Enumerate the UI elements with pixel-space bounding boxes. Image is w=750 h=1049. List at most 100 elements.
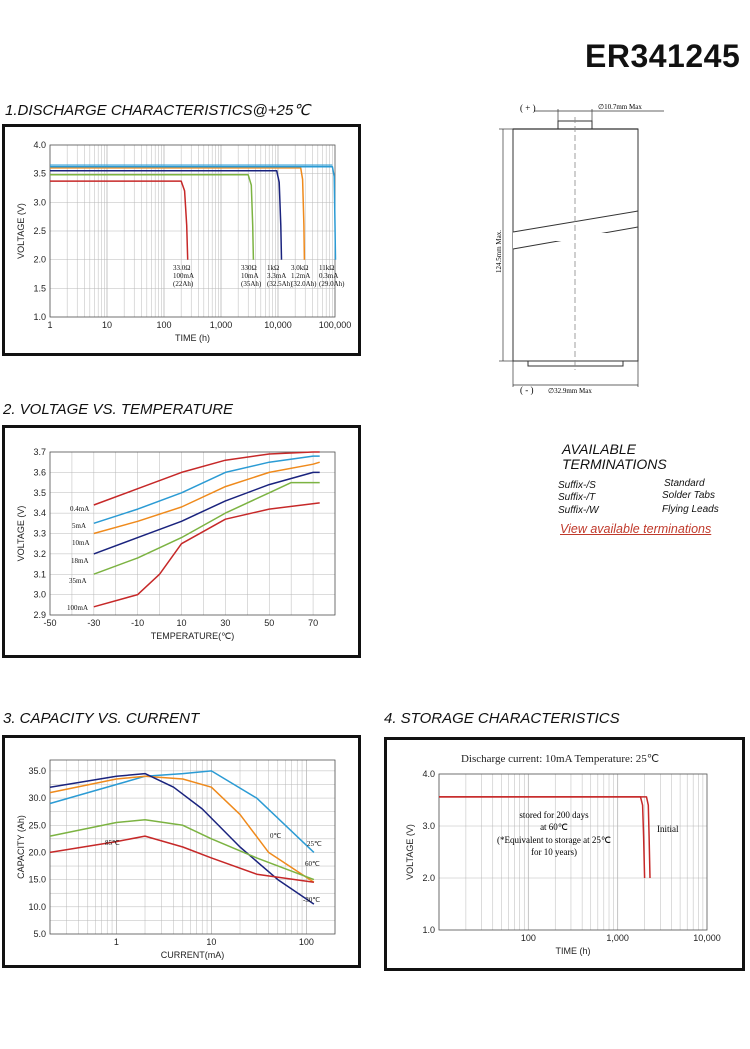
x-tick-label: 1 <box>47 320 52 330</box>
annotation: (*Equivalent to storage at 25℃ <box>497 835 611 845</box>
y-tick-label: 3.0 <box>422 821 435 831</box>
series-line-4 <box>93 481 320 575</box>
y-tick-label: 4.0 <box>33 140 46 150</box>
y-tick-label: 3.1 <box>33 569 46 579</box>
discharge-chart: 1.0 1.5 2.0 2.5 3.0 3.5 4.0 1 10 100 1,000 10,000 10… <box>16 140 352 343</box>
top-diameter-label: ∅10.7mm Max <box>598 103 642 111</box>
x-tick-label: -30 <box>87 618 100 628</box>
series-line-4 <box>50 166 337 260</box>
y-tick-label: 3.4 <box>33 508 46 518</box>
series-label: 25℃ <box>307 840 322 848</box>
x-tick-label: -50 <box>43 618 56 628</box>
series-annotation: 1.2mA <box>291 272 310 280</box>
series-label: 100mA <box>67 604 88 612</box>
battery-dimension-drawing: ( + ) ∅10.7mm Max ( - ) ∅32.9mm Max 124.… <box>495 103 664 395</box>
storage-chart: Discharge current: 10mA Temperature: 25℃… <box>405 753 721 956</box>
bottom-diameter-label: ∅32.9mm Max <box>548 387 592 395</box>
x-tick-label: 100,000 <box>319 320 352 330</box>
section-title-capacity-current: 3. CAPACITY VS. CURRENT <box>3 710 200 727</box>
y-axis-label: CAPACITY (Ah) <box>16 815 26 879</box>
series-line-3 <box>49 819 315 881</box>
series-line-0 <box>49 770 315 853</box>
x-tick-label: 70 <box>308 618 318 628</box>
series-line-3 <box>50 167 306 260</box>
y-tick-label: 25.0 <box>28 820 46 830</box>
series-annotation: 100mA <box>173 272 194 280</box>
x-tick-label: 10 <box>206 937 216 947</box>
y-axis-label: VOLTAGE (V) <box>16 506 26 562</box>
series-label: 0℃ <box>270 832 282 840</box>
y-tick-label: 5.0 <box>33 929 46 939</box>
y-tick-label: 2.0 <box>422 873 435 883</box>
plot-area <box>49 759 336 935</box>
view-terminations-link[interactable]: View available terminations <box>560 522 712 536</box>
discharge-chart-frame: 1.0 1.5 2.0 2.5 3.0 3.5 4.0 1 10 100 1,000 10,000 10… <box>2 124 361 356</box>
y-tick-label: 3.5 <box>33 169 46 179</box>
terminations-title-line1: AVAILABLE <box>562 441 636 457</box>
height-label: 124.5mm Max. <box>495 230 503 273</box>
y-axis-label: VOLTAGE (V) <box>16 203 26 259</box>
series-line-1 <box>49 775 315 883</box>
y-tick-label: 2.0 <box>33 255 46 265</box>
series-annotation: (32.5Ah) <box>267 280 293 288</box>
y-tick-label: 3.3 <box>33 529 46 539</box>
termination-suffix-w: Suffix-/W <box>558 505 599 516</box>
plot-area <box>438 773 708 931</box>
series-annotation: 3.0kΩ <box>291 264 308 272</box>
series-line-1 <box>93 455 320 525</box>
series-line-0 <box>50 180 189 260</box>
x-tick-label: 10 <box>102 320 112 330</box>
x-tick-label: 1 <box>114 937 119 947</box>
plot-area <box>49 451 336 616</box>
series-annotation: 3.3mA <box>267 272 286 280</box>
y-tick-label: 1.5 <box>33 283 46 293</box>
x-tick-label: 1,000 <box>210 320 233 330</box>
x-axis-label: CURRENT(mA) <box>161 950 225 960</box>
series-line-2 <box>50 170 283 260</box>
x-tick-label: 10,000 <box>693 933 721 943</box>
annotation: for 10 years) <box>531 847 577 857</box>
terminations-title-line2: TERMINATIONS <box>562 456 667 472</box>
y-tick-label: 4.0 <box>422 769 435 779</box>
series-line-4 <box>49 835 315 884</box>
plus-terminal-label: ( + ) <box>520 103 536 113</box>
series-label: 5mA <box>72 522 86 530</box>
termination-suffix-t: Suffix-/T <box>558 492 596 503</box>
series-annotation: (32.0Ah) <box>291 280 317 288</box>
series-label: 0.4mA <box>70 505 89 513</box>
series-annotation: (29.0Ah) <box>319 280 345 288</box>
y-tick-label: 3.0 <box>33 197 46 207</box>
x-tick-label: 50 <box>264 618 274 628</box>
y-tick-label: 15.0 <box>28 875 46 885</box>
y-tick-label: 2.5 <box>33 226 46 236</box>
x-tick-label: 100 <box>156 320 171 330</box>
section-title-storage: 4. STORAGE CHARACTERISTICS <box>384 710 620 727</box>
series-line-1 <box>439 796 651 879</box>
series-line-5 <box>93 502 320 608</box>
y-tick-label: 3.0 <box>33 590 46 600</box>
series-annotation: (35Ah) <box>241 280 262 288</box>
series-annotation: 11kΩ <box>319 264 334 272</box>
x-tick-label: 30 <box>220 618 230 628</box>
x-axis-label: TIME (h) <box>175 333 210 343</box>
x-tick-label: 10 <box>177 618 187 628</box>
series-line-2 <box>93 461 320 535</box>
series-line-0 <box>93 451 320 506</box>
x-tick-label: 100 <box>299 937 314 947</box>
termination-type-leads: Flying Leads <box>662 504 719 515</box>
termination-suffix-s: Suffix-/S <box>558 480 596 491</box>
y-tick-label: 30.0 <box>28 793 46 803</box>
series-label: 35mA <box>69 577 87 585</box>
annotation: at 60℃ <box>540 822 568 832</box>
terminations-title: AVAILABLE TERMINATIONS <box>562 442 667 472</box>
y-tick-label: 10.0 <box>28 902 46 912</box>
y-tick-label: 2.9 <box>33 610 46 620</box>
series-label: 60℃ <box>305 860 320 868</box>
y-tick-label: 3.7 <box>33 447 46 457</box>
series-line-2 <box>49 772 315 905</box>
series-line-1 <box>50 174 255 260</box>
capacity-chart: 5.0 10.0 15.0 20.0 25.0 30.0 35.0 1 10 100 CURRENT… <box>16 759 336 960</box>
y-tick-label: 1.0 <box>33 312 46 322</box>
series-annotation: 10mA <box>241 272 259 280</box>
x-axis-label: TEMPERATURE(℃) <box>151 631 234 641</box>
